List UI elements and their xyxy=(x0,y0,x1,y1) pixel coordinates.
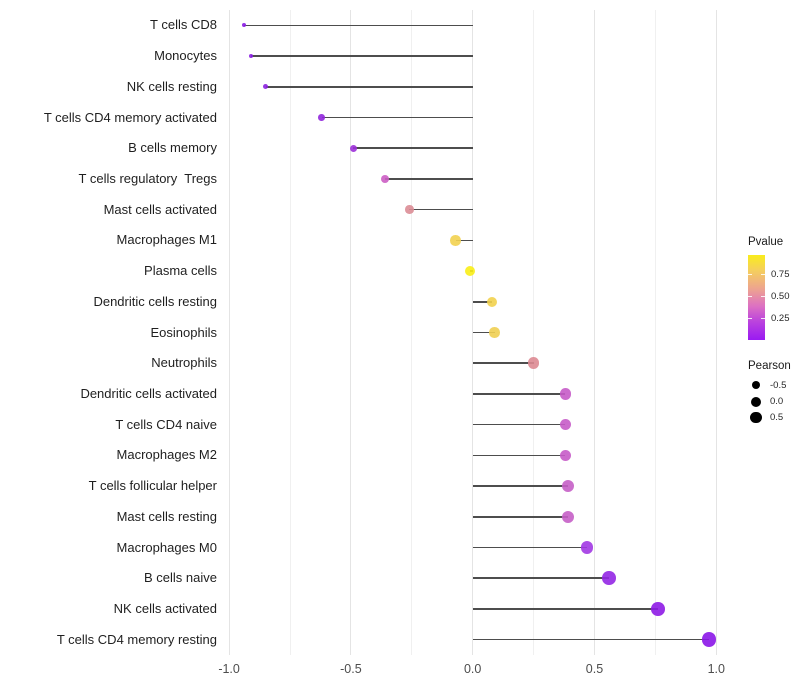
lollipop-dot xyxy=(263,84,269,90)
pearson-size-dot xyxy=(751,396,761,407)
major-gridline xyxy=(350,10,352,655)
pearson-size-label: 0.0 xyxy=(770,396,784,407)
lollipop-dot xyxy=(559,418,572,431)
pearson-legend-title: Pearson xyxy=(748,360,791,372)
y-axis-label: T cells CD4 memory activated xyxy=(43,109,217,125)
lollipop-stem xyxy=(251,55,473,57)
x-axis-tick-label: -1.0 xyxy=(218,662,240,676)
y-axis-label: Dendritic cells activated xyxy=(80,385,217,401)
lollipop-dot xyxy=(349,144,357,152)
pvalue-tick-label: 0.50 xyxy=(771,290,790,302)
minor-gridline xyxy=(533,10,535,655)
y-axis-label: Mast cells resting xyxy=(116,508,217,524)
y-axis-label: Neutrophils xyxy=(151,355,217,371)
colorbar-tick xyxy=(748,274,752,276)
x-axis-tick-label: 1.0 xyxy=(707,662,725,676)
lollipop-stem xyxy=(472,300,493,303)
colorbar-tick xyxy=(761,296,765,298)
lollipop-stem xyxy=(353,147,473,149)
lollipop-dot xyxy=(559,388,572,400)
minor-gridline xyxy=(411,10,413,655)
minor-gridline xyxy=(654,10,656,655)
y-axis-label: Macrophages M1 xyxy=(116,232,217,248)
lollipop-stem xyxy=(455,239,473,242)
y-axis-label: T cells follicular helper xyxy=(88,478,217,494)
lollipop-dot xyxy=(241,23,246,28)
y-axis-label: Mast cells activated xyxy=(103,201,217,217)
pearson-size-label: -0.5 xyxy=(770,379,787,391)
x-axis-tick-label: 0.5 xyxy=(585,662,604,676)
y-axis-label: B cells memory xyxy=(128,140,217,156)
lollipop-stem xyxy=(243,24,473,27)
lollipop-stem xyxy=(472,423,566,426)
y-axis-label: B cells naive xyxy=(144,570,217,586)
colorbar-tick xyxy=(761,274,765,276)
lollipop-dot xyxy=(527,357,540,369)
lollipop-stem xyxy=(265,85,473,88)
x-axis-tick-label: 0.0 xyxy=(463,662,482,676)
x-axis-tick-label: -0.5 xyxy=(340,662,362,676)
y-axis-label: Macrophages M2 xyxy=(116,447,217,463)
lollipop-dot xyxy=(318,114,325,121)
major-gridline xyxy=(228,10,230,655)
lollipop-dot xyxy=(465,266,476,277)
y-axis-label: Monocytes xyxy=(154,48,217,64)
major-gridline xyxy=(715,10,717,655)
lollipop-dot xyxy=(701,632,717,647)
lollipop-stem xyxy=(472,546,588,549)
lollipop-stem xyxy=(472,331,495,334)
pearson-size-label: 0.5 xyxy=(770,412,784,423)
lollipop-stem xyxy=(472,485,568,487)
pearson-size-dot xyxy=(752,381,760,389)
y-axis-labels: T cells CD8 Monocytes NK cells resting T ce… xyxy=(0,10,217,655)
y-axis-label: T cells regulatory Tregs xyxy=(78,170,217,186)
y-axis-label: Dendritic cells resting xyxy=(93,293,217,309)
y-axis-label: T cells CD4 naive xyxy=(115,416,217,432)
lollipop-stem xyxy=(472,454,566,457)
lollipop-stem xyxy=(472,515,568,518)
y-axis-label: T cells CD4 memory resting xyxy=(56,631,217,647)
lollipop-stem xyxy=(472,577,610,579)
y-axis-label: NK cells resting xyxy=(126,78,217,94)
lollipop-stem xyxy=(472,362,534,364)
lollipop-dot xyxy=(561,480,574,493)
pvalue-tick-label: 0.75 xyxy=(771,268,790,280)
plot-panel xyxy=(222,10,731,655)
lollipop-dot xyxy=(559,449,572,462)
y-axis-label: Plasma cells xyxy=(144,263,217,279)
lollipop-dot xyxy=(450,235,461,246)
y-axis-label: T cells CD8 xyxy=(150,17,217,33)
major-gridline xyxy=(594,10,595,655)
lollipop-stem xyxy=(385,178,473,180)
lollipop-dot xyxy=(580,541,594,554)
lollipop-stem xyxy=(409,208,473,211)
pvalue-tick-label: 0.25 xyxy=(771,312,790,324)
pvalue-legend-title: Pvalue xyxy=(748,236,784,248)
y-axis-label: Macrophages M0 xyxy=(116,539,217,555)
lollipop-stem xyxy=(472,638,709,641)
lollipop-stem xyxy=(472,608,658,610)
y-axis-label: Eosinophils xyxy=(150,324,218,340)
lollipop-dot xyxy=(651,602,665,616)
lollipop-dot xyxy=(248,53,254,59)
colorbar-tick xyxy=(748,296,752,298)
minor-gridline xyxy=(289,10,291,655)
lollipop-dot xyxy=(602,571,616,585)
pearson-size-dot xyxy=(750,411,762,424)
lollipop-dot xyxy=(561,510,574,523)
lollipop-dot xyxy=(405,205,414,214)
lollipop-dot xyxy=(381,174,389,183)
lollipop-dot xyxy=(489,327,500,338)
lollipop-stem xyxy=(321,116,473,119)
lollipop-dot xyxy=(487,296,498,307)
lollipop-stem xyxy=(472,393,566,395)
pvalue-colorbar xyxy=(748,255,765,340)
colorbar-tick xyxy=(761,318,765,320)
y-axis-label: NK cells activated xyxy=(113,600,217,616)
colorbar-tick xyxy=(748,318,752,320)
